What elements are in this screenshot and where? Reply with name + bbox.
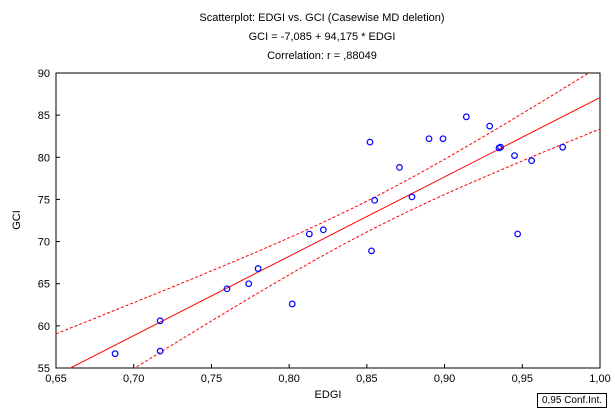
y-tick-label: 75 (38, 194, 50, 206)
data-point (366, 138, 374, 146)
y-tick-label: 55 (38, 363, 50, 375)
data-point (408, 193, 416, 201)
data-point (156, 317, 164, 325)
data-point (528, 157, 536, 165)
data-point (439, 135, 447, 143)
data-point (223, 285, 231, 293)
correlation-text: Correlation: r = ,88049 (267, 50, 377, 62)
ci-upper-line (56, 73, 590, 335)
data-point (245, 280, 253, 288)
x-tick-label: 0,80 (278, 373, 299, 385)
y-tick-label: 85 (38, 110, 50, 122)
data-point (497, 143, 504, 151)
data-point (511, 152, 518, 160)
data-point (396, 163, 403, 171)
data-point (254, 265, 262, 272)
y-tick-label: 60 (38, 321, 50, 333)
y-tick-label: 65 (38, 279, 50, 291)
x-tick-label: 0,90 (434, 373, 455, 385)
y-tick-label: 80 (38, 152, 50, 164)
x-tick-label: 0,70 (123, 373, 144, 385)
regression-equation: GCI = -7,085 + 94,175 * EDGI (249, 31, 396, 43)
data-point (514, 230, 522, 238)
data-point (305, 230, 313, 238)
y-tick-label: 70 (38, 237, 50, 249)
y-tick-label: 90 (38, 68, 50, 80)
x-tick-label: 0,75 (201, 373, 222, 385)
regression-line (69, 97, 600, 368)
data-point (462, 113, 470, 121)
confidence-interval-legend: 0,95 Conf.Int. (537, 393, 607, 408)
y-axis: 55 60 65 70 75 80 85 90 (38, 68, 60, 375)
data-point (425, 135, 433, 143)
x-tick-label: 0,65 (45, 373, 66, 385)
chart-title: Scatterplot: EDGI vs. GCI (Casewise MD d… (199, 12, 444, 24)
data-point (288, 300, 296, 308)
data-point (111, 350, 119, 358)
data-point (371, 196, 379, 204)
x-tick-label: 0,95 (512, 373, 533, 385)
x-axis-label: EDGI (315, 389, 342, 401)
data-point (559, 143, 567, 151)
ci-lower-line (133, 128, 600, 368)
data-point (319, 226, 327, 234)
x-tick-label: 0,85 (356, 373, 377, 385)
plot-frame (55, 72, 601, 369)
y-axis-label: GCI (11, 210, 23, 230)
x-axis: 0,65 0,70 0,75 0,80 0,85 0,90 0,95 1,00 (45, 364, 611, 385)
data-point (368, 247, 375, 255)
data-point (156, 347, 164, 355)
x-tick-label: 1,00 (589, 373, 610, 385)
data-point (486, 122, 494, 130)
